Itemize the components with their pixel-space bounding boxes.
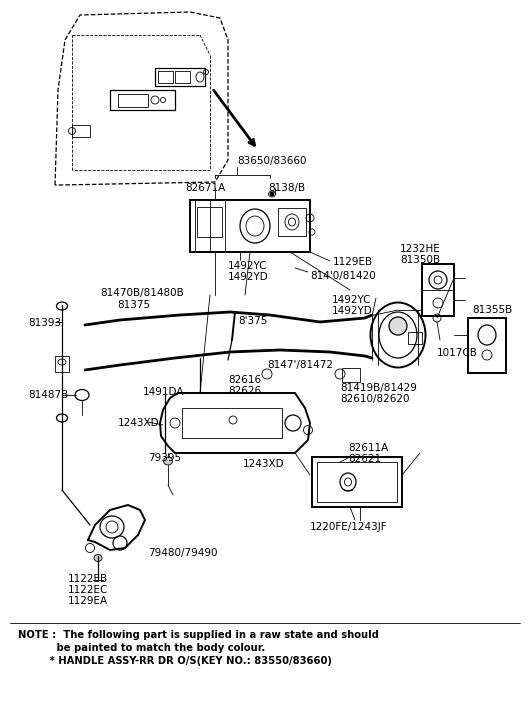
Text: 82616: 82616: [228, 375, 261, 385]
Text: 1129EA: 1129EA: [68, 596, 108, 606]
Text: 79480/79490: 79480/79490: [148, 548, 218, 558]
Text: 1129EB: 1129EB: [333, 257, 373, 267]
Text: 1491DA: 1491DA: [143, 387, 184, 397]
Text: be painted to match the body colour.: be painted to match the body colour.: [18, 643, 266, 653]
Text: 82611A: 82611A: [348, 443, 388, 453]
Bar: [468, 318, 506, 373]
Ellipse shape: [270, 192, 274, 196]
Text: 814'0/81420: 814'0/81420: [310, 271, 376, 281]
Bar: [175, 71, 190, 83]
Text: 1220FE/1243JF: 1220FE/1243JF: [310, 522, 388, 532]
Text: 1122EB: 1122EB: [68, 574, 108, 584]
Text: 81470B/81480B: 81470B/81480B: [100, 288, 184, 298]
Bar: [55, 356, 69, 372]
Bar: [190, 200, 310, 252]
Text: 83650/83660: 83650/83660: [237, 156, 306, 166]
Text: 81350B: 81350B: [400, 255, 440, 265]
Text: 82626: 82626: [228, 386, 261, 396]
Bar: [72, 125, 90, 137]
Text: 1492YD: 1492YD: [332, 306, 373, 316]
Bar: [110, 90, 175, 110]
Text: 82671A: 82671A: [185, 183, 225, 193]
Bar: [155, 68, 205, 86]
Bar: [422, 264, 454, 316]
Text: * HANDLE ASSY-RR DR O/S(KEY NO.: 83550/83660): * HANDLE ASSY-RR DR O/S(KEY NO.: 83550/8…: [18, 656, 332, 666]
Text: 1232HE: 1232HE: [400, 244, 441, 254]
Bar: [158, 71, 173, 83]
Text: 1243XD: 1243XD: [243, 459, 285, 469]
Text: 1122EC: 1122EC: [68, 585, 108, 595]
Text: 79395: 79395: [148, 453, 181, 463]
Text: 81355B: 81355B: [472, 305, 512, 315]
Text: 1492YC: 1492YC: [332, 295, 372, 305]
Bar: [197, 207, 222, 237]
Text: 1492YD: 1492YD: [228, 272, 269, 282]
Text: 8147'/81472: 8147'/81472: [267, 360, 333, 370]
Text: 1017CB: 1017CB: [437, 348, 478, 358]
Text: 82610/82620: 82610/82620: [340, 394, 409, 404]
Bar: [317, 462, 397, 502]
Ellipse shape: [94, 555, 102, 561]
Text: 81487B: 81487B: [28, 390, 68, 400]
Bar: [312, 457, 402, 507]
Ellipse shape: [389, 317, 407, 335]
Text: 81375: 81375: [117, 300, 150, 310]
Text: NOTE :  The following part is supplied in a raw state and should: NOTE : The following part is supplied in…: [18, 630, 379, 640]
Ellipse shape: [164, 457, 173, 465]
Bar: [342, 368, 360, 382]
Bar: [408, 332, 422, 344]
Text: 1243XD: 1243XD: [118, 418, 160, 428]
Text: 8'375: 8'375: [238, 316, 268, 326]
Bar: [278, 208, 306, 236]
Bar: [182, 408, 282, 438]
Text: 1492YC: 1492YC: [228, 261, 268, 271]
Text: 82621: 82621: [348, 454, 381, 464]
Text: 81419B/81429: 81419B/81429: [340, 383, 417, 393]
Bar: [118, 94, 148, 107]
Text: 81393: 81393: [28, 318, 61, 328]
Text: 8138/B: 8138/B: [268, 183, 305, 193]
